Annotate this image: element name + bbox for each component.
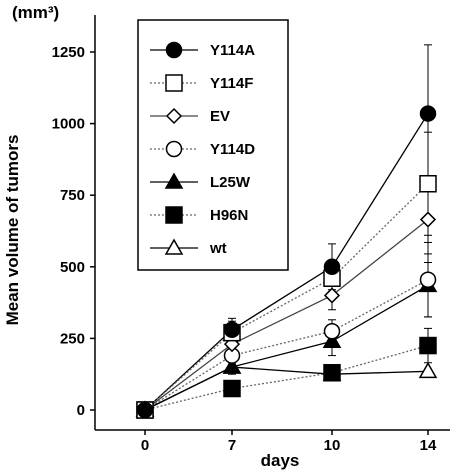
marker-filled-square [223, 379, 241, 398]
marker-open-square [419, 174, 437, 193]
y-tick-label: 500 [60, 259, 85, 276]
series-line-ev [144, 219, 429, 411]
legend-label: L25W [210, 174, 251, 191]
y-tick-label: 0 [77, 402, 85, 419]
x-tick-label: 7 [228, 437, 236, 454]
marker-filled-square [165, 206, 183, 224]
series-lines [144, 113, 429, 411]
marker-filled-square [323, 364, 341, 382]
legend-label: Y114F [210, 75, 253, 92]
y-tick-label: 750 [60, 187, 85, 204]
series-line-wt [144, 366, 429, 411]
legend-label: H96N [210, 207, 248, 224]
marker-open-circle [165, 140, 183, 158]
legend-label: Y114D [210, 141, 255, 158]
marker-open-square [165, 74, 183, 92]
y-tick-label: 250 [60, 330, 85, 347]
legend-label: Y114A [210, 42, 255, 59]
series-line-l25w [144, 284, 429, 411]
marker-open-triangle [418, 361, 438, 379]
series-line-h96n [144, 344, 429, 411]
marker-filled-circle [323, 258, 341, 276]
x-tick-label: 10 [324, 437, 341, 454]
marker-filled-triangle [164, 172, 184, 189]
marker-open-diamond [419, 211, 437, 228]
legend-label: wt [209, 240, 227, 257]
axes: 0 250 500 750 1000 1250 0 7 10 14 [52, 15, 450, 454]
x-axis-title: days [261, 451, 300, 470]
legend: Y114A Y114F EV Y114D L25W H96N wt [137, 19, 289, 271]
x-tick-label: 14 [420, 437, 437, 454]
legend-box [137, 19, 289, 271]
marker-open-circle [419, 271, 437, 288]
y-axis-title: Mean volume of tumors [3, 135, 22, 326]
series-line-y114f [144, 183, 429, 411]
legend-label: EV [210, 108, 230, 125]
marker-open-triangle [164, 238, 184, 255]
marker-open-circle [323, 322, 341, 340]
marker-filled-square [419, 336, 437, 355]
marker-filled-circle [136, 401, 154, 419]
x-tick-label: 0 [141, 437, 149, 454]
series-line-y114d [144, 279, 429, 411]
y-tick-label: 1250 [52, 44, 85, 61]
y-tick-label: 1000 [52, 116, 85, 133]
series-line-y114a [144, 113, 429, 411]
marker-open-diamond [165, 107, 183, 125]
marker-filled-triangle [222, 357, 242, 374]
marker-open-diamond [323, 287, 341, 304]
marker-filled-triangle [322, 331, 342, 349]
markers [135, 105, 438, 419]
marker-filled-circle [223, 321, 241, 339]
y-unit-label: (mm³) [12, 3, 59, 22]
marker-filled-circle [419, 105, 437, 122]
marker-filled-circle [165, 41, 183, 59]
